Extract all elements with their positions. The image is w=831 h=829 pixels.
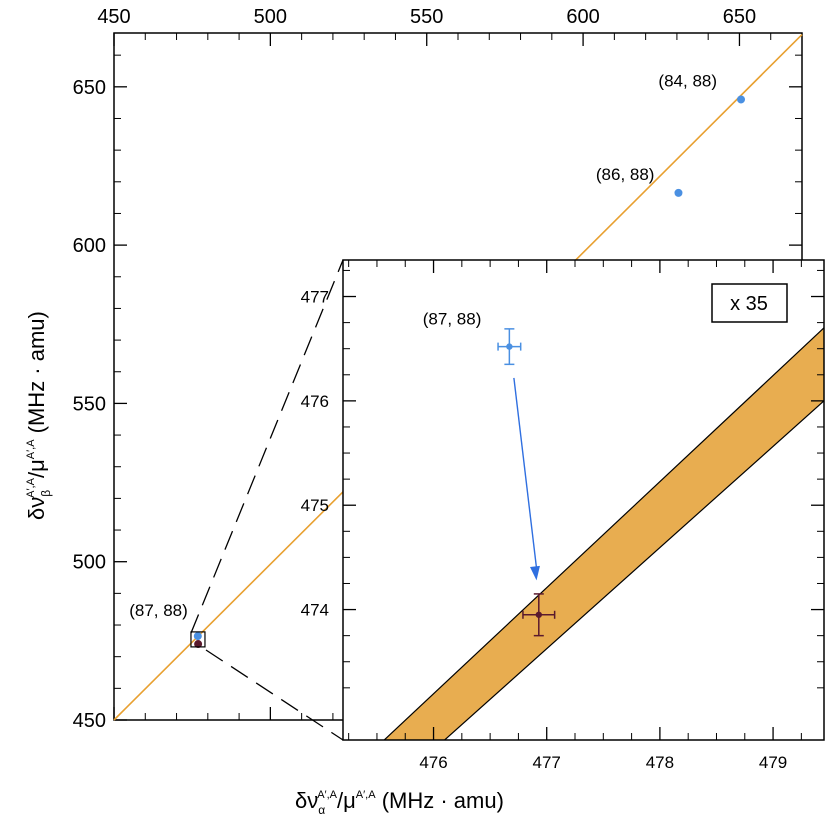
- main-x-tick-label: 650: [723, 6, 756, 28]
- x-axis-label-unit: (MHz · amu): [376, 788, 504, 813]
- x-axis-label: δνα A′,A/μA′,A (MHz · amu): [295, 788, 504, 817]
- y-axis-label-mid: /μ: [24, 459, 49, 478]
- main-data-point: [737, 95, 746, 104]
- inset-data-point: [535, 611, 542, 618]
- main-y-tick-label: 550: [73, 393, 106, 415]
- inset-band-group: [383, 327, 824, 740]
- main-data-point: [674, 188, 683, 197]
- main-point-label: (86, 88): [596, 165, 655, 184]
- y-axis-label-symbol: δν: [24, 497, 49, 520]
- x-axis-label-sup: A′,A: [317, 789, 337, 801]
- inset-band-lower-edge: [443, 400, 824, 740]
- inset-x-tick-label: 478: [646, 753, 674, 772]
- inset-x-tick-label: 477: [533, 753, 561, 772]
- inset-x-tick-label: 479: [759, 753, 787, 772]
- inset-series: [497, 328, 556, 637]
- inset-point-labels: (87, 88): [423, 310, 482, 329]
- main-point-label: (87, 88): [129, 601, 188, 620]
- main-x-tick-label: 550: [410, 6, 443, 28]
- main-point-label: (84, 88): [658, 71, 717, 90]
- zoom-connector-top: [190, 259, 344, 634]
- x-axis-label-sup2: A′,A: [356, 789, 376, 801]
- x-axis-label-sub: α: [318, 803, 325, 817]
- y-axis-label-sup: A′,A: [25, 477, 37, 497]
- inset-shift-arrow-line: [513, 377, 538, 569]
- inset-x-tick-label: 476: [419, 753, 447, 772]
- main-data-point: [194, 640, 203, 649]
- zoom-connectors: [190, 259, 344, 741]
- inset-shift-arrow-head: [530, 565, 540, 581]
- main-x-tick-label: 500: [254, 6, 287, 28]
- main-tick-labels: 450 500 550 600 650 450 500 550 600 650: [73, 6, 757, 732]
- main-x-tick-label: 600: [566, 6, 599, 28]
- main-x-tick-label: 450: [97, 6, 130, 28]
- y-axis-label: δνβA′,A/μA′,A (MHz · amu): [24, 311, 53, 520]
- magnification-label: x 35: [730, 293, 768, 315]
- zoom-connector-bottom: [205, 649, 344, 741]
- inset-y-tick-label: 476: [301, 392, 329, 411]
- main-y-tick-label: 450: [73, 710, 106, 732]
- main-y-tick-label: 600: [73, 235, 106, 257]
- inset-background: [343, 260, 824, 740]
- magnification-box: [711, 283, 788, 323]
- inset-ticks: [343, 260, 824, 740]
- main-zoom-box: [190, 631, 206, 648]
- main-y-tick-label: 650: [73, 77, 106, 99]
- main-point-labels: (84, 88) (86, 88) (87, 88): [129, 71, 717, 620]
- x-axis-label-symbol: δν: [295, 788, 318, 813]
- inset-band: [383, 327, 824, 740]
- y-axis-label-sup2: A′,A: [25, 439, 37, 459]
- inset-band-upper-edge: [383, 327, 824, 740]
- main-y-tick-label: 500: [73, 552, 106, 574]
- inset-y-tick-label: 475: [301, 496, 329, 515]
- inset-frame: [342, 259, 825, 741]
- main-data-point: [193, 632, 202, 641]
- inset-y-tick-label: 477: [301, 288, 329, 307]
- inset-tick-labels: 476 477 478 479 474 475 476 477: [301, 288, 788, 772]
- inset-plot: 476 477 478 479 474 475 476 477 (87, 88) x 35: [301, 259, 825, 772]
- y-axis-label-sub: β: [39, 490, 53, 497]
- inset-point-label: (87, 88): [423, 310, 482, 329]
- x-axis-label-mid: /μ: [337, 788, 356, 813]
- y-axis-label-unit: (MHz · amu): [24, 311, 49, 439]
- inset-data-point: [506, 343, 513, 350]
- inset-y-tick-label: 474: [301, 601, 329, 620]
